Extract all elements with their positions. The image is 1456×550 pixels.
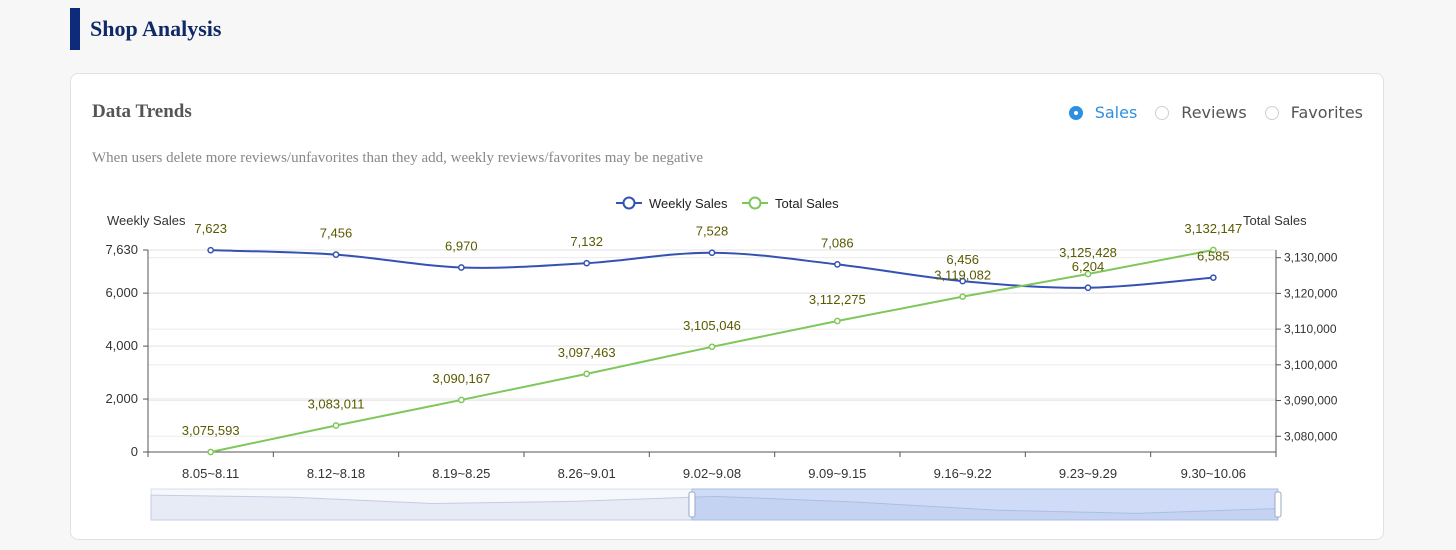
- header-accent-bar: [70, 8, 80, 50]
- weekly-sales-point: [833, 261, 841, 268]
- total-sales-data-label: 3,090,167: [432, 371, 490, 386]
- y-axis-left-tick-label: 6,000: [105, 285, 138, 300]
- total-sales-line: [210, 249, 1214, 453]
- weekly-sales-point: [1209, 274, 1217, 282]
- y-axis-right-tick-label: 3,110,000: [1284, 322, 1337, 336]
- total-sales-point: [583, 370, 591, 378]
- total-sales-point: [457, 396, 465, 404]
- y-axis-right-tick-label: 3,080,000: [1284, 429, 1338, 443]
- y-axis-right-tick-label: 3,120,000: [1284, 286, 1338, 300]
- y-axis-right-tick-label: 3,130,000: [1284, 251, 1338, 265]
- radio-button-icon[interactable]: [1068, 105, 1083, 120]
- total-sales-data-label: 3,083,011: [308, 397, 365, 412]
- negative-values-note: When users delete more reviews/unfavorit…: [92, 150, 704, 166]
- weekly-sales-point: [457, 264, 465, 271]
- radio-label-favorites[interactable]: Favorites: [1290, 103, 1363, 122]
- radio-reviews[interactable]: Reviews: [1155, 103, 1247, 122]
- radio-sales[interactable]: Sales: [1068, 103, 1138, 122]
- data-trends-card: Data Trends Sales Reviews Favorites When…: [70, 73, 1384, 540]
- total-sales-data-label: 3,112,275: [809, 292, 866, 307]
- total-sales-data-label: 3,119,082: [934, 268, 991, 283]
- weekly-sales-point: [332, 251, 340, 258]
- radio-label-reviews[interactable]: Reviews: [1181, 103, 1247, 122]
- page-header: Shop Analysis: [70, 8, 221, 50]
- legend-weekly-sales-label: Weekly Sales: [649, 196, 728, 211]
- total-sales-point: [833, 317, 841, 325]
- y-axis-right-title: Total Sales: [1243, 213, 1307, 228]
- y-axis-left-tick-label: 7,630: [105, 242, 138, 257]
- total-sales-point: [708, 343, 716, 351]
- radio-button-icon[interactable]: [1264, 105, 1279, 120]
- legend-total-sales-marker: [748, 196, 762, 210]
- radio-button-icon[interactable]: [1155, 105, 1170, 120]
- legend-total-sales-label: Total Sales: [775, 196, 839, 211]
- weekly-sales-point: [207, 246, 215, 254]
- total-sales-point: [332, 422, 340, 429]
- data-zoom-handle-start[interactable]: [688, 491, 696, 518]
- x-axis-tick-label: 8.05~8.11: [182, 466, 239, 481]
- legend-weekly-sales-marker: [622, 196, 636, 210]
- weekly-sales-data-label: 7,528: [696, 224, 729, 239]
- x-axis-tick-label: 9.02~9.08: [683, 466, 741, 481]
- weekly-sales-point: [583, 259, 591, 267]
- weekly-sales-point: [708, 249, 716, 257]
- radio-label-sales[interactable]: Sales: [1094, 103, 1138, 122]
- x-axis-tick-label: 9.23~9.29: [1059, 466, 1117, 481]
- card-title: Data Trends: [92, 101, 192, 122]
- total-sales-data-label: 3,097,463: [558, 345, 616, 360]
- total-sales-data-label: 3,125,428: [1059, 245, 1117, 260]
- total-sales-data-label: 3,132,147: [1184, 221, 1242, 236]
- weekly-sales-data-label: 6,585: [1197, 249, 1230, 264]
- page-title: Shop Analysis: [90, 16, 222, 41]
- weekly-sales-data-label: 7,132: [570, 234, 603, 249]
- weekly-sales-data-label: 6,456: [946, 252, 979, 267]
- y-axis-left-title: Weekly Sales: [107, 213, 186, 228]
- data-zoom-handle-end[interactable]: [1274, 491, 1282, 518]
- y-axis-left-tick-label: 4,000: [105, 338, 138, 353]
- total-sales-point: [1209, 246, 1217, 254]
- total-sales-point: [1084, 270, 1092, 278]
- x-axis-tick-label: 9.30~10.06: [1181, 466, 1246, 481]
- weekly-sales-data-label: 6,970: [445, 238, 478, 253]
- total-sales-point: [207, 448, 215, 456]
- x-axis-tick-label: 9.09~9.15: [808, 466, 866, 481]
- y-axis-right-tick-label: 3,100,000: [1284, 358, 1338, 372]
- radio-favorites[interactable]: Favorites: [1264, 103, 1363, 122]
- y-axis-left-tick-label: 0: [131, 444, 138, 459]
- y-axis-left-tick-label: 2,000: [105, 391, 138, 406]
- weekly-sales-data-label: 6,204: [1072, 259, 1105, 274]
- metric-radio-group: Sales Reviews Favorites: [1068, 103, 1363, 122]
- weekly-sales-data-label: 7,086: [821, 235, 854, 250]
- weekly-sales-point: [1084, 284, 1092, 292]
- weekly-sales-point: [959, 277, 967, 285]
- total-sales-data-label: 3,075,593: [182, 423, 240, 438]
- data-zoom-selection[interactable]: [691, 488, 1279, 521]
- total-sales-point: [959, 293, 967, 301]
- total-sales-data-label: 3,105,046: [683, 318, 741, 333]
- weekly-sales-data-label: 7,623: [194, 221, 227, 236]
- x-axis-tick-label: 8.12~8.18: [307, 466, 365, 481]
- weekly-sales-data-label: 7,456: [320, 226, 353, 241]
- x-axis-tick-label: 8.26~9.01: [558, 466, 616, 481]
- x-axis-tick-label: 8.19~8.25: [432, 466, 490, 481]
- y-axis-right-tick-label: 3,090,000: [1284, 394, 1338, 408]
- x-axis-tick-label: 9.16~9.22: [934, 466, 992, 481]
